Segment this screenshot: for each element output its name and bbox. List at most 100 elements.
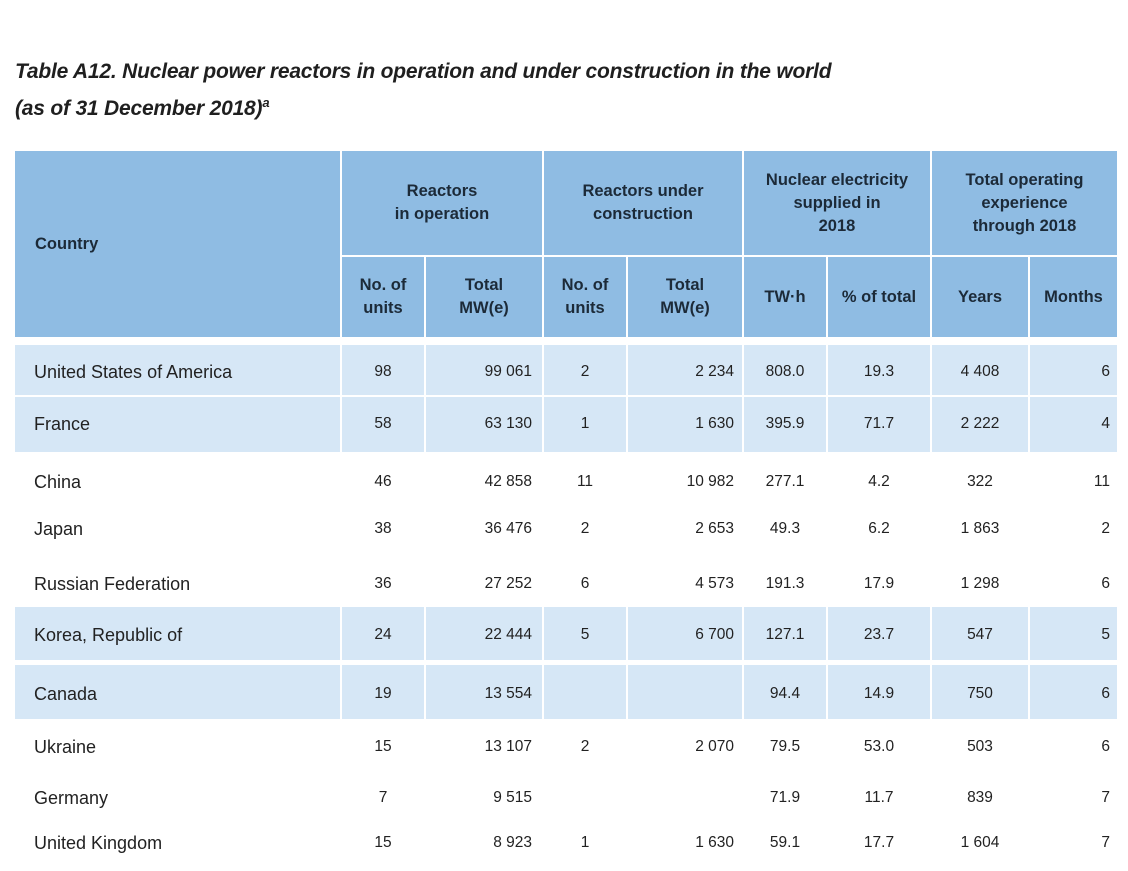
cell-pct: 17.9 [863, 575, 895, 592]
cell-op-units: 19 [374, 685, 392, 702]
cell-country: United Kingdom [34, 832, 163, 853]
cell-twh: 71.9 [769, 789, 801, 806]
table-header: Country Reactors in operation Reactors u… [15, 151, 1117, 337]
cell-months: 5 [1101, 626, 1110, 643]
cell-months: 4 [1101, 415, 1110, 432]
header-nuclear-electricity: Nuclear electricity supplied in 2018 [765, 170, 909, 235]
cell-uc-units: 1 [580, 834, 590, 851]
cell-months: 2 [1101, 520, 1110, 537]
cell-months: 11 [1093, 473, 1110, 490]
subheader-pct: % of total [841, 287, 917, 306]
cell-uc-units: 1 [580, 415, 590, 432]
table-row: United Kingdom 15 8 923 1 1 630 59.1 17.7 1 604… [15, 823, 1117, 863]
band-separator [542, 665, 544, 719]
cell-op-units: 58 [374, 415, 392, 432]
band-separator [542, 607, 544, 660]
header-country: Country [35, 234, 99, 253]
footnote-mark: a [262, 95, 270, 110]
cell-op-mwe: 13 554 [484, 685, 532, 702]
cell-uc-mwe: 1 630 [695, 415, 734, 432]
cell-months: 6 [1101, 738, 1110, 755]
band-separator [930, 345, 932, 395]
cell-twh: 59.1 [769, 834, 801, 851]
cell-op-units: 15 [374, 738, 392, 755]
table-row: France 58 63 130 1 1 630 395.9 71.7 2 222 4 [15, 404, 1117, 444]
band-separator [1028, 607, 1030, 660]
cell-op-mwe: 42 858 [484, 473, 532, 490]
band-separator [826, 607, 828, 660]
band-separator [626, 345, 628, 395]
table-title-line-2: (as of 31 December 2018)a [15, 95, 270, 120]
cell-uc-mwe: 10 982 [686, 473, 734, 490]
cell-months: 7 [1101, 789, 1110, 806]
cell-pct: 11.7 [864, 789, 894, 806]
cell-twh: 808.0 [765, 363, 805, 380]
cell-op-mwe: 36 476 [484, 520, 532, 537]
cell-op-units: 7 [378, 789, 388, 806]
table-title: Table A12. Nuclear power reactors in ope… [15, 56, 1015, 124]
cell-uc-units: 11 [576, 473, 594, 490]
cell-years: 1 298 [960, 575, 1000, 592]
band-separator [626, 607, 628, 660]
subheader-months: Months [1044, 287, 1103, 306]
cell-uc-units: 2 [580, 738, 590, 755]
band-separator [626, 665, 628, 719]
cell-pct: 17.7 [863, 834, 895, 851]
cell-country: China [34, 471, 82, 492]
cell-country: Russian Federation [34, 573, 191, 594]
band-separator [424, 397, 426, 452]
row-band [15, 607, 1117, 660]
cell-country: Ukraine [34, 736, 97, 757]
subheader-op-mwe: Total MW(e) [459, 276, 509, 317]
band-separator [1028, 345, 1030, 395]
cell-op-units: 24 [374, 626, 392, 643]
table-row: China 46 42 858 11 10 982 277.1 4.2 322 11 [15, 462, 1117, 502]
header-reactors-under-construction: Reactors under construction [582, 182, 704, 223]
cell-months: 6 [1101, 685, 1110, 702]
cell-twh: 191.3 [765, 575, 805, 592]
cell-op-mwe: 63 130 [484, 415, 532, 432]
cell-months: 6 [1101, 363, 1110, 380]
cell-op-units: 38 [374, 520, 392, 537]
cell-uc-mwe: 1 630 [695, 834, 734, 851]
table-row: Canada 19 13 554 94.4 14.9 750 6 [15, 674, 1117, 714]
subheader-uc-units: No. of units [561, 276, 609, 317]
band-separator [930, 397, 932, 452]
cell-op-units: 15 [374, 834, 392, 851]
cell-years: 750 [967, 685, 993, 702]
cell-years: 2 222 [960, 415, 1000, 432]
band-separator [1028, 665, 1030, 719]
cell-twh: 395.9 [765, 415, 805, 432]
cell-years: 4 408 [960, 363, 1000, 380]
cell-twh: 49.3 [769, 520, 801, 537]
header-operating-experience: Total operating experience through 2018 [965, 170, 1084, 235]
cell-years: 503 [967, 738, 993, 755]
band-separator [826, 397, 828, 452]
header-reactors-in-operation: Reactors in operation [394, 182, 490, 223]
cell-uc-mwe [628, 674, 734, 714]
cell-op-units: 36 [374, 575, 392, 592]
row-band [15, 665, 1117, 719]
band-separator [340, 397, 342, 452]
cell-twh: 79.5 [769, 738, 801, 755]
cell-years: 1 863 [960, 520, 1000, 537]
subheader-years: Years [957, 287, 1003, 306]
cell-country: Korea, Republic of [34, 624, 183, 645]
cell-op-mwe: 8 923 [493, 834, 532, 851]
cell-pct: 14.9 [863, 685, 895, 702]
cell-op-mwe: 13 107 [484, 738, 532, 755]
band-separator [826, 665, 828, 719]
cell-uc-units: 5 [580, 626, 590, 643]
table-row: Germany 7 9 515 71.9 11.7 839 7 [15, 778, 1117, 818]
cell-months: 7 [1101, 834, 1110, 851]
cell-op-mwe: 22 444 [484, 626, 532, 643]
cell-uc-mwe: 2 070 [695, 738, 734, 755]
cell-pct: 23.7 [863, 626, 895, 643]
cell-op-units: 98 [374, 363, 392, 380]
band-separator [542, 397, 544, 452]
band-separator [424, 607, 426, 660]
cell-pct: 71.7 [863, 415, 895, 432]
row-band [15, 345, 1117, 395]
cell-pct: 19.3 [863, 363, 895, 380]
band-separator [742, 607, 744, 660]
